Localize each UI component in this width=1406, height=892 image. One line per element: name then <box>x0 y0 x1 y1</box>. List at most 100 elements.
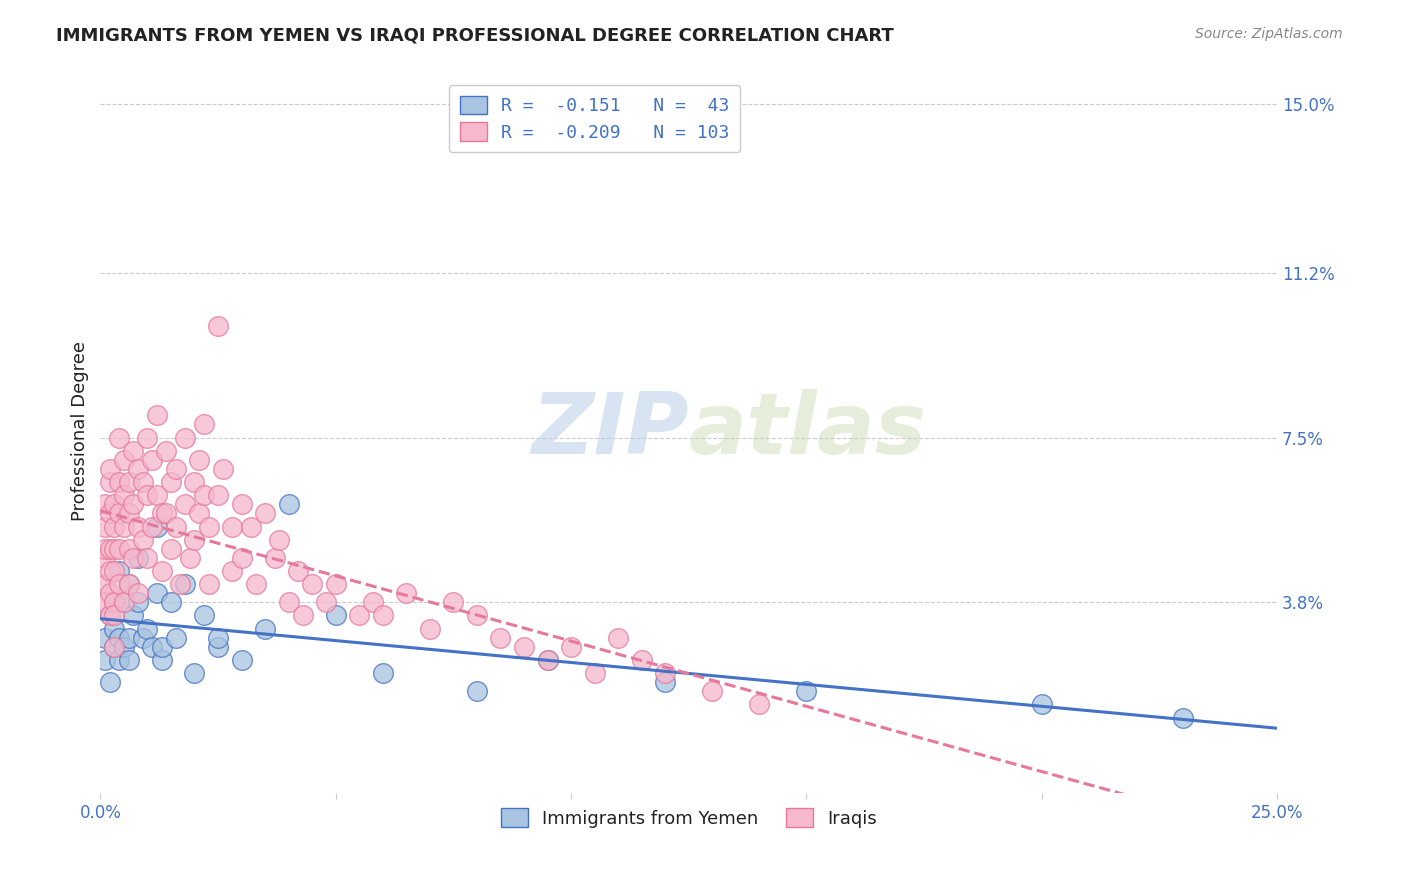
Point <box>98 506 121 520</box>
Point <box>108 564 131 578</box>
Point <box>127 595 149 609</box>
Point <box>108 577 131 591</box>
Point <box>254 506 277 520</box>
Point <box>371 666 394 681</box>
Point <box>174 577 197 591</box>
Point <box>174 431 197 445</box>
Point <box>127 586 149 600</box>
Point <box>98 564 121 578</box>
Point <box>150 506 173 520</box>
Point <box>207 631 229 645</box>
Point <box>103 640 125 654</box>
Point <box>207 319 229 334</box>
Point <box>325 577 347 591</box>
Point <box>269 533 291 547</box>
Point <box>117 653 139 667</box>
Point <box>122 550 145 565</box>
Point <box>630 653 652 667</box>
Point <box>277 595 299 609</box>
Point <box>277 497 299 511</box>
Point <box>160 475 183 489</box>
Point <box>174 497 197 511</box>
Point <box>94 577 117 591</box>
Point <box>112 519 135 533</box>
Point <box>136 488 159 502</box>
Point <box>117 631 139 645</box>
Point <box>132 631 155 645</box>
Point <box>607 631 630 645</box>
Point <box>136 431 159 445</box>
Point <box>98 541 121 556</box>
Point <box>132 533 155 547</box>
Point <box>179 550 201 565</box>
Point <box>94 550 117 565</box>
Point <box>146 586 169 600</box>
Point <box>132 475 155 489</box>
Point <box>98 461 121 475</box>
Point <box>197 519 219 533</box>
Point <box>98 586 121 600</box>
Point <box>112 488 135 502</box>
Point <box>108 475 131 489</box>
Point <box>94 541 117 556</box>
Point <box>141 453 163 467</box>
Point <box>108 506 131 520</box>
Point <box>254 622 277 636</box>
Point <box>141 640 163 654</box>
Point <box>146 409 169 423</box>
Point <box>103 640 125 654</box>
Point <box>287 564 309 578</box>
Point <box>193 488 215 502</box>
Point <box>103 541 125 556</box>
Point <box>98 608 121 623</box>
Y-axis label: Professional Degree: Professional Degree <box>72 341 89 521</box>
Point <box>231 497 253 511</box>
Point <box>188 453 211 467</box>
Point <box>150 564 173 578</box>
Point <box>146 519 169 533</box>
Point <box>122 444 145 458</box>
Point <box>371 608 394 623</box>
Point <box>103 622 125 636</box>
Point <box>240 519 263 533</box>
Point <box>654 666 676 681</box>
Point <box>117 577 139 591</box>
Point <box>221 564 243 578</box>
Point <box>117 577 139 591</box>
Point <box>245 577 267 591</box>
Text: Source: ZipAtlas.com: Source: ZipAtlas.com <box>1195 27 1343 41</box>
Point <box>155 506 177 520</box>
Point <box>146 488 169 502</box>
Point <box>150 640 173 654</box>
Point <box>291 608 314 623</box>
Point <box>395 586 418 600</box>
Point <box>536 653 558 667</box>
Point <box>193 417 215 432</box>
Point <box>103 595 125 609</box>
Point <box>127 461 149 475</box>
Point <box>112 595 135 609</box>
Point <box>183 666 205 681</box>
Point <box>160 595 183 609</box>
Point <box>165 631 187 645</box>
Point <box>489 631 512 645</box>
Point <box>796 684 818 698</box>
Point <box>136 622 159 636</box>
Point <box>112 595 135 609</box>
Point <box>583 666 606 681</box>
Text: IMMIGRANTS FROM YEMEN VS IRAQI PROFESSIONAL DEGREE CORRELATION CHART: IMMIGRANTS FROM YEMEN VS IRAQI PROFESSIO… <box>56 27 894 45</box>
Point <box>98 608 121 623</box>
Point <box>108 653 131 667</box>
Point <box>122 497 145 511</box>
Point <box>103 608 125 623</box>
Point <box>207 488 229 502</box>
Point <box>94 497 117 511</box>
Point <box>108 431 131 445</box>
Point <box>231 550 253 565</box>
Point <box>1031 698 1053 712</box>
Point <box>349 608 371 623</box>
Point <box>117 541 139 556</box>
Point <box>108 541 131 556</box>
Point <box>748 698 770 712</box>
Point <box>141 519 163 533</box>
